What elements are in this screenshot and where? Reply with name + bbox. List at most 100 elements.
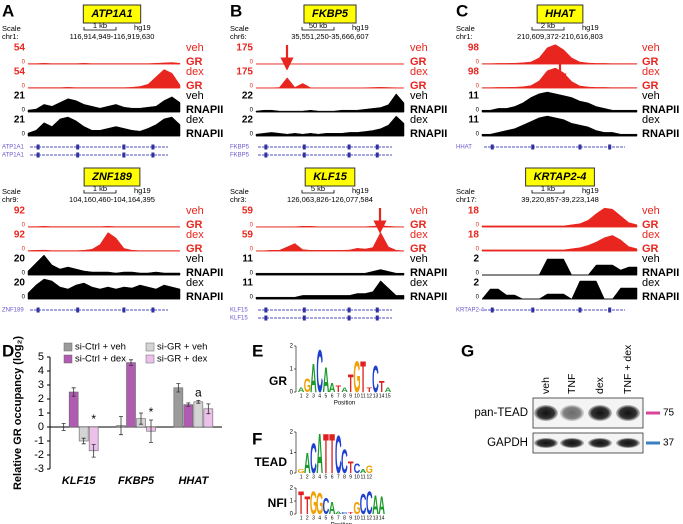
bar: [183, 404, 194, 428]
signal: [255, 115, 405, 137]
logo-letter: A: [335, 511, 342, 515]
scale-title: Scale: [2, 187, 21, 196]
assembly: hg19: [352, 186, 369, 195]
track-condition: dex: [186, 66, 204, 78]
logo-letter: A: [372, 491, 379, 520]
band: [560, 405, 584, 421]
exon: [151, 144, 155, 150]
track-factor: RNAPII: [642, 128, 679, 140]
logo-letter: G: [298, 468, 305, 475]
bar: [193, 401, 204, 428]
logo-letter: T: [298, 487, 304, 522]
track-max: 92: [14, 206, 26, 217]
coords: 104,160,460-104,164,395: [69, 195, 155, 204]
logo-letter: A: [378, 493, 385, 521]
gene-title-box: [83, 167, 141, 187]
error-bar: [176, 383, 181, 393]
track-max: 18: [468, 230, 480, 241]
signal: [481, 207, 638, 228]
gene-title: KLF15: [313, 171, 348, 183]
logo-position: 10: [354, 474, 360, 480]
logo-letter: T: [366, 386, 372, 393]
logo-position: 2: [306, 515, 309, 521]
track-factor: GR: [642, 56, 659, 68]
gene-model-label: FKBP5: [230, 153, 250, 159]
logo-y-tick-label: 0: [290, 512, 294, 518]
logo-letter: A: [310, 356, 317, 402]
chrom: chr6:: [230, 32, 247, 41]
scale-title: Scale: [2, 24, 21, 33]
signal: [481, 280, 638, 300]
gene-title-box: [303, 4, 357, 24]
track-condition: veh: [410, 205, 428, 217]
legend-swatch: [145, 342, 155, 352]
logo-position: 12: [367, 393, 373, 399]
track-factor: RNAPII: [186, 104, 223, 116]
logo-letter: A: [360, 468, 367, 475]
logo-position: 9: [349, 393, 352, 399]
chrom: chr9:: [2, 195, 19, 204]
x-tick-label: KLF15: [62, 475, 97, 487]
band: [588, 438, 612, 448]
band: [588, 405, 612, 421]
track-min: 0: [476, 271, 480, 277]
error-bar: [71, 387, 76, 397]
logo-letter: T: [329, 421, 335, 485]
exon: [531, 144, 535, 150]
logo-position: 14: [379, 515, 385, 521]
logo-position: 5: [325, 393, 328, 399]
scale-bar: [301, 190, 335, 194]
legend-label: si-Ctrl + veh: [75, 342, 126, 353]
logo-position: 1: [300, 393, 303, 399]
track-max: 98: [468, 67, 480, 78]
x-tick-label: HHAT: [178, 475, 209, 487]
signal: [27, 254, 181, 276]
track-condition: dex: [642, 66, 660, 78]
exon: [490, 144, 494, 150]
logo-y-tick-label: 0: [290, 471, 294, 477]
exon: [76, 144, 80, 150]
logo-y-tick-label: 2: [290, 344, 294, 350]
track-condition: veh: [186, 253, 204, 265]
chrom: chr17:: [456, 195, 477, 204]
track-factor: RNAPII: [186, 267, 223, 279]
logo-position: 6: [331, 393, 334, 399]
track-min: 0: [476, 223, 480, 229]
y-tick-label: 2: [38, 393, 44, 405]
track-factor: RNAPII: [410, 104, 447, 116]
logo-position: 1: [300, 515, 303, 521]
track-min: 0: [22, 132, 26, 138]
logo-position: 11: [360, 474, 365, 480]
track-max: 59: [242, 230, 254, 241]
exon: [347, 307, 351, 313]
logo-position: 4: [318, 474, 321, 480]
logo-letter: A: [298, 386, 305, 393]
logo-position: 5: [325, 515, 328, 521]
lane-label: dex: [594, 376, 606, 394]
track-condition: veh: [186, 42, 204, 54]
error-bar: [196, 400, 201, 404]
track-condition: veh: [642, 90, 660, 102]
y-tick-label: -1: [34, 435, 44, 447]
exon: [264, 144, 268, 150]
track-max: 2: [473, 254, 479, 265]
y-tick-label: -2: [34, 449, 44, 461]
track-condition: veh: [410, 42, 428, 54]
logo-letter: A: [341, 386, 348, 393]
logo-letter: G: [310, 487, 317, 522]
logo-letter: G: [353, 499, 360, 519]
track-min: 0: [476, 60, 480, 66]
panel-letter: E: [252, 341, 263, 360]
logo-letter: C: [372, 358, 379, 401]
exon: [608, 144, 612, 150]
logo-letter: C: [354, 460, 361, 477]
band: [534, 405, 558, 421]
logo-position: 12: [367, 474, 373, 480]
track-factor: RNAPII: [642, 104, 679, 116]
gene-title-box: [525, 167, 595, 187]
exon: [531, 307, 535, 313]
exon: [302, 307, 306, 313]
panel-letter: G: [461, 341, 474, 360]
gene-model-label: HHAT: [456, 145, 472, 151]
band: [560, 438, 584, 448]
